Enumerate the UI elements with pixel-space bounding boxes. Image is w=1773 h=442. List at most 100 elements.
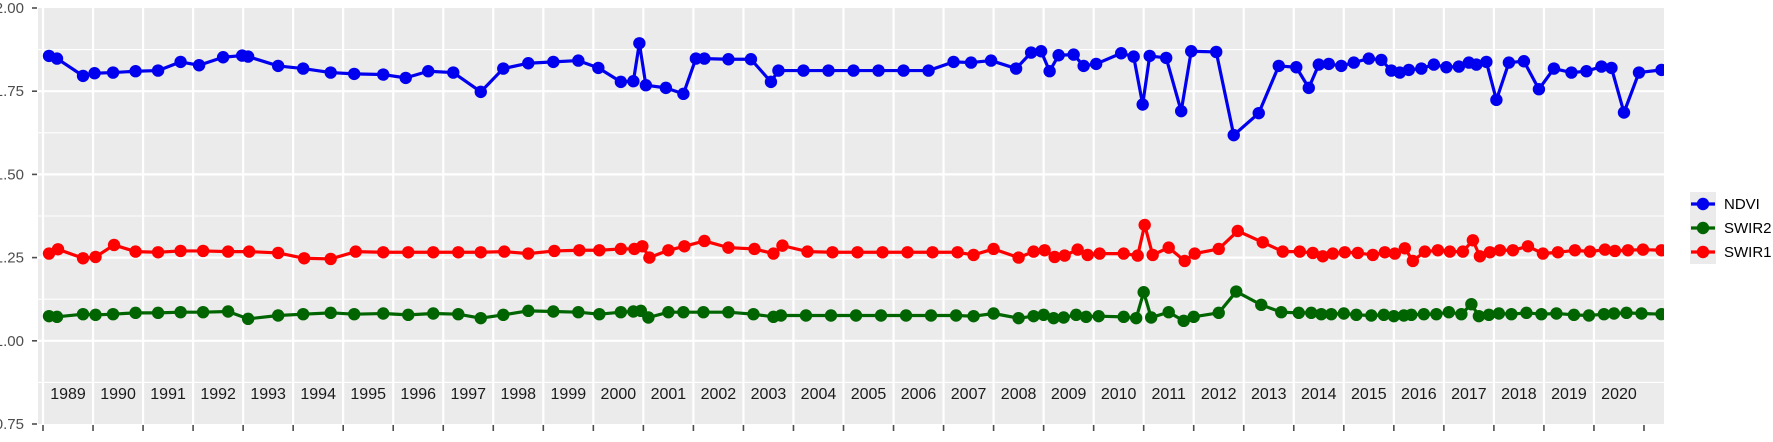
data-point bbox=[1009, 62, 1023, 75]
data-point bbox=[1547, 62, 1561, 75]
data-point bbox=[849, 309, 863, 322]
series-swir2 bbox=[42, 285, 1664, 328]
x-tick-label: 2003 bbox=[751, 386, 787, 403]
data-point bbox=[799, 309, 813, 322]
data-point bbox=[643, 251, 656, 264]
x-tick-label: 1998 bbox=[500, 386, 536, 403]
data-point bbox=[50, 52, 64, 65]
data-point bbox=[1362, 52, 1376, 65]
data-point bbox=[1146, 248, 1159, 262]
data-point bbox=[1127, 50, 1140, 63]
data-point bbox=[1635, 307, 1648, 320]
data-point bbox=[1621, 244, 1635, 257]
data-point bbox=[1532, 83, 1546, 96]
data-point bbox=[151, 246, 165, 259]
data-point bbox=[1292, 306, 1305, 320]
data-point bbox=[1252, 106, 1265, 120]
data-point bbox=[1231, 224, 1244, 238]
data-point bbox=[174, 305, 187, 319]
series-layer bbox=[42, 37, 1664, 328]
data-point bbox=[1047, 311, 1060, 325]
data-point bbox=[196, 244, 210, 258]
x-tick-label: 2012 bbox=[1201, 386, 1237, 403]
x-tick-label: 2002 bbox=[701, 386, 737, 403]
data-point bbox=[1159, 51, 1173, 65]
data-point bbox=[196, 305, 210, 319]
data-point bbox=[1315, 307, 1328, 321]
data-point bbox=[951, 246, 964, 259]
data-point bbox=[987, 307, 1000, 320]
x-tick-label: 2008 bbox=[1001, 386, 1037, 403]
gridlines bbox=[38, 8, 1664, 424]
data-point bbox=[452, 307, 465, 321]
x-tick-label: 1999 bbox=[551, 386, 587, 403]
y-tick-label: 2.00 bbox=[0, 0, 24, 17]
data-point bbox=[1069, 308, 1083, 322]
data-point bbox=[1473, 250, 1487, 263]
data-point bbox=[1620, 306, 1633, 320]
data-point bbox=[776, 239, 789, 252]
data-point bbox=[1402, 63, 1416, 77]
data-point bbox=[1114, 47, 1128, 60]
data-point bbox=[1136, 98, 1149, 111]
data-point bbox=[498, 245, 511, 258]
data-point bbox=[1052, 49, 1065, 62]
data-point bbox=[107, 238, 121, 252]
data-point bbox=[1655, 244, 1664, 257]
data-point bbox=[964, 56, 978, 69]
x-tick-label: 2013 bbox=[1251, 386, 1287, 403]
data-point bbox=[1089, 57, 1103, 71]
data-point bbox=[547, 55, 560, 69]
data-point bbox=[1302, 81, 1315, 95]
data-point bbox=[50, 310, 64, 324]
data-point bbox=[1366, 248, 1380, 262]
data-point bbox=[1427, 58, 1441, 71]
data-point bbox=[452, 246, 465, 259]
data-point bbox=[1057, 311, 1070, 324]
data-point bbox=[1465, 297, 1478, 311]
data-point bbox=[1490, 93, 1503, 107]
legend-item-swir2[interactable]: SWIR2 bbox=[1691, 220, 1772, 237]
x-tick-label: 2018 bbox=[1501, 386, 1537, 403]
legend-item-swir1[interactable]: SWIR1 bbox=[1691, 244, 1772, 261]
data-point bbox=[573, 244, 586, 257]
data-point bbox=[1582, 309, 1596, 322]
data-point bbox=[614, 75, 628, 89]
data-point bbox=[377, 68, 390, 81]
data-point bbox=[677, 87, 690, 101]
data-point bbox=[1306, 246, 1319, 260]
y-tick-label: 1.75 bbox=[0, 83, 24, 100]
data-point bbox=[876, 246, 889, 259]
data-point bbox=[474, 246, 487, 259]
data-point bbox=[89, 308, 102, 322]
data-point bbox=[271, 309, 285, 322]
data-point bbox=[522, 304, 535, 318]
data-point bbox=[1131, 249, 1144, 262]
data-point bbox=[1521, 240, 1535, 253]
data-point bbox=[1595, 60, 1608, 73]
data-point bbox=[51, 243, 65, 256]
data-point bbox=[797, 64, 810, 77]
x-tick-label: 2004 bbox=[801, 386, 837, 403]
data-point bbox=[1472, 309, 1486, 323]
data-point bbox=[1034, 45, 1048, 58]
data-point bbox=[347, 307, 361, 321]
data-point bbox=[1378, 246, 1392, 259]
x-tick-label: 2019 bbox=[1551, 386, 1587, 403]
data-point bbox=[639, 79, 653, 92]
data-point bbox=[1255, 298, 1268, 312]
data-point bbox=[151, 306, 165, 320]
data-point bbox=[1597, 307, 1611, 321]
data-point bbox=[89, 250, 102, 264]
data-point bbox=[1230, 285, 1243, 298]
legend-item-ndvi[interactable]: NDVI bbox=[1691, 196, 1760, 213]
data-point bbox=[572, 54, 585, 67]
data-point bbox=[949, 309, 963, 322]
data-point bbox=[1440, 61, 1453, 74]
data-point bbox=[987, 242, 1000, 256]
data-point bbox=[76, 307, 90, 321]
legend-label: NDVI bbox=[1724, 196, 1760, 213]
data-point bbox=[967, 309, 980, 323]
data-point bbox=[1338, 246, 1352, 259]
